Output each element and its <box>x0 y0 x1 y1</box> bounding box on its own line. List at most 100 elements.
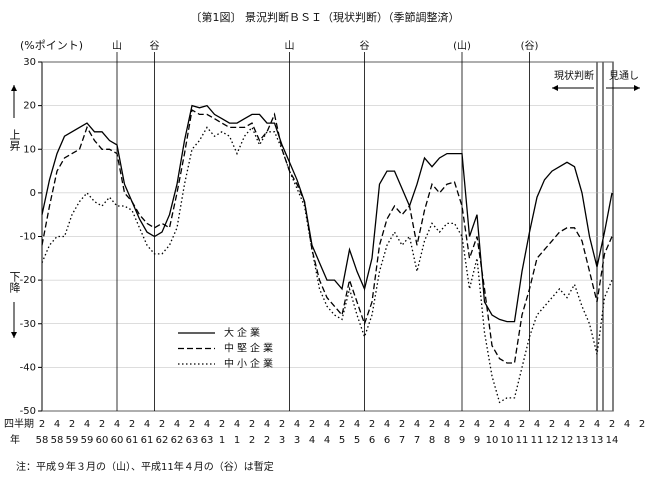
cycle-label: (山) <box>453 40 471 52</box>
quarter-label: 2 <box>369 419 375 430</box>
quarter-label: 2 <box>129 419 135 430</box>
year-label: 6 <box>384 435 390 446</box>
year-label: 59 <box>66 435 79 446</box>
year-label: 60 <box>111 435 124 446</box>
year-label: 62 <box>156 435 169 446</box>
quarter-label: 2 <box>159 419 165 430</box>
year-label: 13 <box>576 435 589 446</box>
quarter-label: 2 <box>99 419 105 430</box>
year-row-label: 年 <box>10 433 20 446</box>
year-label: 10 <box>501 435 514 446</box>
down-arrow-head <box>11 332 17 338</box>
cycle-label: 山 <box>112 40 122 52</box>
quarter-label: 4 <box>594 419 600 430</box>
year-label: 12 <box>561 435 574 446</box>
year-label: 63 <box>186 435 199 446</box>
quarter-label: 4 <box>474 419 480 430</box>
down-label: 下降 <box>8 271 21 293</box>
quarter-label: 2 <box>219 419 225 430</box>
quarter-label: 2 <box>39 419 45 430</box>
y-tick-label: 20 <box>23 101 36 112</box>
year-label: 12 <box>546 435 559 446</box>
series-line <box>41 108 613 364</box>
year-label: 13 <box>591 435 604 446</box>
y-tick-label: -40 <box>20 362 36 373</box>
y-tick-label: -50 <box>20 406 36 417</box>
year-label: 2 <box>249 435 255 446</box>
series-line <box>41 126 613 404</box>
quarter-label: 2 <box>639 419 645 430</box>
legend-label: 中小企業 <box>224 357 276 370</box>
y-axis-label: (%ポイント) <box>20 39 83 52</box>
quarter-label: 4 <box>444 419 450 430</box>
quarter-label: 4 <box>504 419 510 430</box>
year-label: 58 <box>51 435 64 446</box>
legend-label: 中堅企業 <box>224 342 276 355</box>
year-label: 1 <box>219 435 225 446</box>
quarter-label: 2 <box>429 419 435 430</box>
cycle-label: (谷) <box>521 40 539 52</box>
forecast-arrow-head <box>634 85 640 91</box>
year-label: 10 <box>486 435 499 446</box>
year-label: 8 <box>444 435 450 446</box>
quarter-label: 2 <box>579 419 585 430</box>
y-tick-label: 10 <box>23 144 36 155</box>
year-label: 3 <box>294 435 300 446</box>
year-label: 61 <box>126 435 139 446</box>
year-label: 11 <box>531 435 544 446</box>
quarter-label: 4 <box>294 419 300 430</box>
year-label: 3 <box>279 435 285 446</box>
year-label: 7 <box>414 435 420 446</box>
quarter-label: 4 <box>234 419 240 430</box>
year-label: 62 <box>171 435 184 446</box>
quarter-label: 2 <box>309 419 315 430</box>
year-label: 2 <box>264 435 270 446</box>
quarter-label: 2 <box>519 419 525 430</box>
series-line <box>41 104 613 323</box>
y-tick-label: -30 <box>20 319 36 330</box>
cycle-label: 山 <box>285 40 295 52</box>
year-label: 1 <box>234 435 240 446</box>
year-label: 61 <box>141 435 154 446</box>
quarter-label: 4 <box>384 419 390 430</box>
quarter-label: 4 <box>174 419 180 430</box>
year-label: 63 <box>201 435 214 446</box>
quarter-label: 4 <box>204 419 210 430</box>
year-label: 9 <box>459 435 465 446</box>
up-arrow-head <box>11 85 17 91</box>
year-label: 5 <box>339 435 345 446</box>
quarter-label: 2 <box>399 419 405 430</box>
year-label: 5 <box>354 435 360 446</box>
forecast-label: 見通し <box>609 70 639 82</box>
quarter-label: 4 <box>534 419 540 430</box>
quarter-label: 4 <box>324 419 330 430</box>
year-label: 58 <box>36 435 49 446</box>
quarter-label: 4 <box>624 419 630 430</box>
quarter-label: 4 <box>84 419 90 430</box>
year-label: 14 <box>606 435 619 446</box>
quarter-label: 4 <box>54 419 60 430</box>
quarter-label: 2 <box>279 419 285 430</box>
quarter-label: 2 <box>609 419 615 430</box>
quarter-label: 4 <box>564 419 570 430</box>
cycle-label: 谷 <box>150 40 160 52</box>
quarter-label: 4 <box>264 419 270 430</box>
year-label: 7 <box>399 435 405 446</box>
y-tick-label: -10 <box>20 232 36 243</box>
year-label: 4 <box>309 435 315 446</box>
quarter-label: 2 <box>549 419 555 430</box>
quarter-label: 4 <box>414 419 420 430</box>
y-tick-label: 30 <box>23 57 36 68</box>
note: 注：平成９年３月の（山）、平成11年４月の（谷）は暫定 <box>16 460 274 473</box>
year-label: 59 <box>81 435 94 446</box>
chart-title: 〔第1図〕 景況判断ＢＳＩ（現状判断）（季節調整済） <box>191 10 460 24</box>
quarter-label: 4 <box>354 419 360 430</box>
year-label: 11 <box>516 435 529 446</box>
year-label: 8 <box>429 435 435 446</box>
year-label: 4 <box>324 435 330 446</box>
quarter-label: 2 <box>249 419 255 430</box>
up-label: 上昇 <box>8 129 21 152</box>
quarter-label: 2 <box>459 419 465 430</box>
y-tick-label: 0 <box>30 188 36 199</box>
